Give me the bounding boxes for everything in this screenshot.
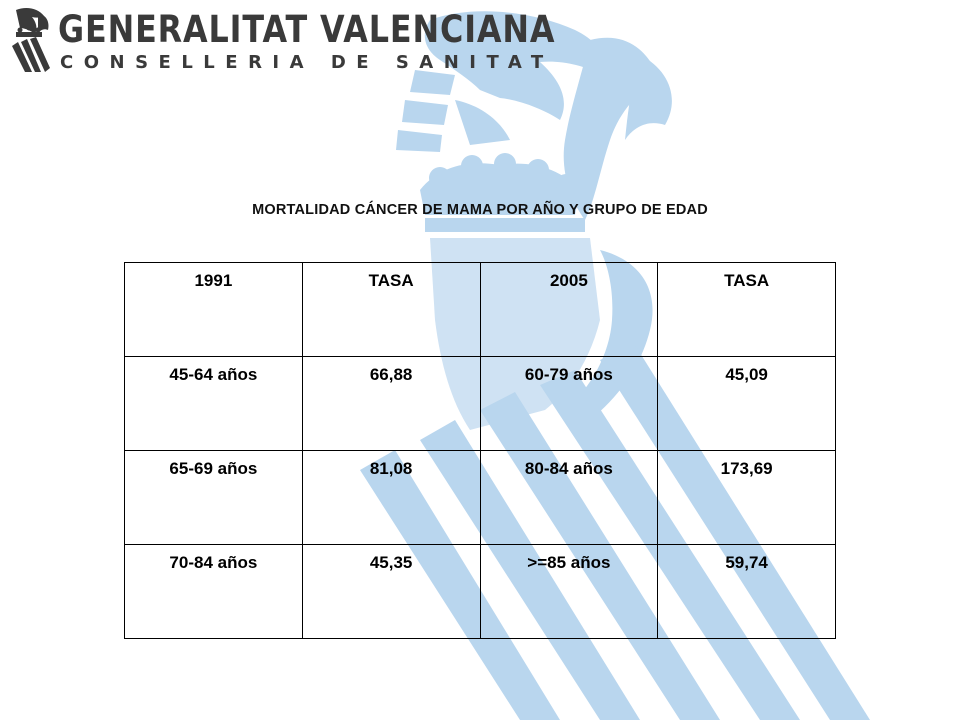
table-title: MORTALIDAD CÁNCER DE MAMA POR AÑO Y GRUP… (252, 202, 708, 218)
table-row: 70-84 años 45,35 >=85 años 59,74 (124, 544, 836, 639)
age-group-2005-cell: 80-84 años (479, 450, 659, 545)
header-logo: GENERALITAT VALENCIANA CONSELLERIA DE SA… (8, 6, 555, 76)
table-row: 65-69 años 81,08 80-84 años 173,69 (124, 450, 836, 545)
rate-1991-cell: 81,08 (301, 450, 481, 545)
rate-2005-cell: 173,69 (657, 450, 836, 545)
rate-1991-cell: 45,35 (301, 544, 481, 639)
generalitat-emblem-icon (12, 8, 50, 72)
age-group-1991-cell: 70-84 años (124, 544, 303, 639)
age-group-2005-cell: 60-79 años (479, 356, 659, 451)
age-group-2005-cell: >=85 años (479, 544, 659, 639)
header-cell-rate-1991: TASA (301, 262, 481, 357)
table-header-row: 1991 TASA 2005 TASA (124, 262, 836, 357)
table-row: 45-64 años 66,88 60-79 años 45,09 (124, 356, 836, 451)
header-cell-year-1991: 1991 (124, 262, 303, 357)
rate-2005-cell: 59,74 (657, 544, 836, 639)
mortality-table: 1991 TASA 2005 TASA 45-64 años 66,88 60-… (124, 262, 836, 639)
org-name: GENERALITAT VALENCIANA (58, 8, 556, 51)
header-cell-rate-2005: TASA (657, 262, 836, 357)
header-cell-year-2005: 2005 (479, 262, 659, 357)
department-name: CONSELLERIA DE SANITAT (60, 52, 554, 73)
rate-1991-cell: 66,88 (301, 356, 481, 451)
age-group-1991-cell: 65-69 años (124, 450, 303, 545)
rate-2005-cell: 45,09 (657, 356, 836, 451)
age-group-1991-cell: 45-64 años (124, 356, 303, 451)
